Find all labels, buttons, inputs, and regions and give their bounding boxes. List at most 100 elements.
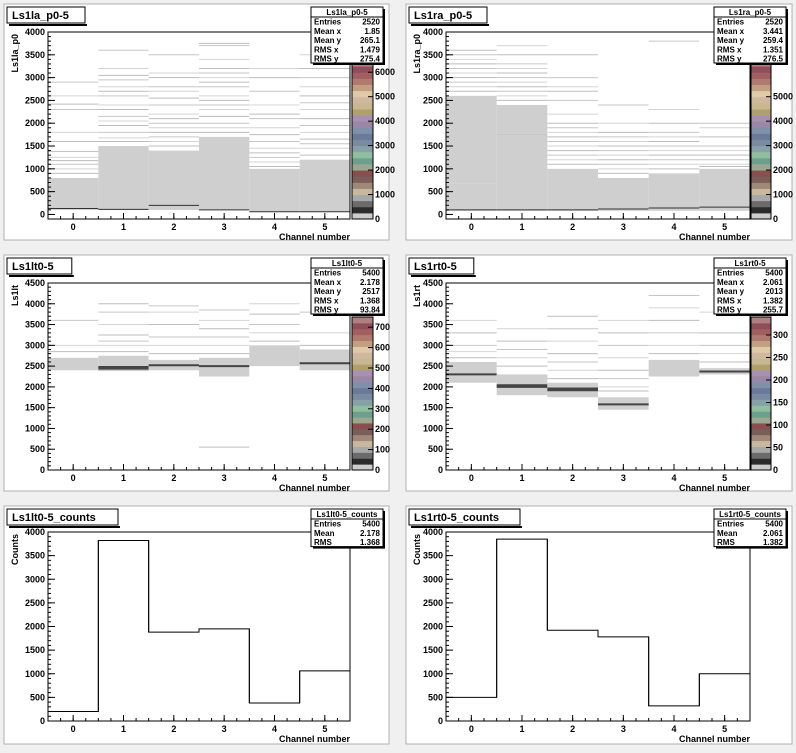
- x-tick-label: 2: [171, 473, 176, 483]
- title-box: [408, 257, 475, 275]
- stats-label: Mean x: [314, 27, 342, 36]
- z-tick-label: 0: [375, 214, 380, 224]
- color-bar-cell: [352, 340, 373, 347]
- y-tick-label: 2000: [423, 118, 443, 128]
- density-band: [299, 159, 350, 212]
- stats-value: 2.061: [763, 529, 784, 538]
- y-tick-label: 1500: [25, 645, 45, 655]
- y-tick-label: 0: [438, 209, 443, 219]
- x-tick-label: 1: [519, 724, 524, 734]
- z-tick-label: 2000: [375, 165, 395, 175]
- bin-column: [98, 49, 149, 210]
- bin-column: [598, 319, 649, 410]
- stats-label: RMS x: [717, 296, 742, 305]
- z-tick-label: 0: [375, 465, 380, 475]
- color-bar-cell: [751, 399, 771, 406]
- color-bar-cell: [751, 108, 771, 116]
- color-bar-cell: [751, 322, 771, 330]
- stats-value: 5400: [765, 269, 783, 278]
- z-tick-label: 600: [375, 343, 390, 353]
- stats-label: RMS: [314, 538, 332, 547]
- stats-value: 5400: [765, 520, 783, 529]
- color-bar-cell: [751, 405, 771, 412]
- color-bar-cell: [352, 417, 373, 424]
- color-bar-cell: [352, 115, 373, 122]
- color-bar-cell: [352, 163, 373, 171]
- density-band: [598, 177, 649, 211]
- stats-label: Entries: [314, 18, 342, 27]
- x-tick-label: 5: [322, 724, 327, 734]
- y-tick-label: 2000: [25, 622, 45, 632]
- y-tick-label: 3000: [423, 574, 443, 584]
- color-bar-cell: [352, 182, 373, 189]
- color-bar-cell: [751, 206, 771, 214]
- z-tick-label: 100: [773, 420, 788, 430]
- bin-column: [496, 328, 548, 396]
- z-tick-label: 50: [773, 443, 783, 453]
- x-tick-label: 2: [570, 724, 575, 734]
- color-bar-cell: [751, 212, 771, 220]
- color-bar-frame: [351, 316, 374, 471]
- color-bar-cell: [751, 334, 771, 342]
- color-bar-cell: [352, 66, 373, 73]
- color-bar-cell: [751, 188, 771, 196]
- y-tick-label: 4000: [423, 527, 443, 537]
- chart-title: Ls1rt0-5_counts: [414, 512, 499, 524]
- color-bar-cell: [751, 139, 771, 147]
- color-bar-cell: [352, 375, 373, 383]
- color-bar-cell: [751, 352, 771, 359]
- color-bar-cell: [751, 458, 771, 465]
- y-axis-label: Counts: [10, 534, 20, 565]
- y-tick-label: 4000: [423, 27, 443, 37]
- bin-column: [98, 303, 149, 372]
- title-box: [6, 508, 119, 526]
- stats-label: Mean x: [717, 278, 745, 287]
- color-bar-cell: [751, 96, 771, 104]
- z-tick-label: 400: [375, 383, 390, 393]
- stats-value: 3.441: [763, 27, 784, 36]
- density-band: [699, 168, 750, 211]
- z-tick-label: 3000: [773, 141, 793, 151]
- stats-value: 1.382: [763, 538, 784, 547]
- stats-box: [713, 257, 787, 315]
- stats-value: 2520: [362, 18, 380, 27]
- color-bar-cell: [352, 346, 373, 353]
- color-bar-cell: [751, 340, 771, 347]
- y-tick-label: 500: [428, 444, 443, 454]
- density-band: [199, 357, 250, 377]
- title-box: [6, 6, 86, 24]
- y-tick-label: 3500: [423, 551, 443, 561]
- color-bar-cell: [352, 206, 373, 214]
- x-tick-label: 4: [272, 724, 277, 734]
- color-bar-cell: [352, 127, 373, 134]
- stats-label: Mean y: [717, 36, 745, 45]
- stats-value: 2013: [765, 287, 783, 296]
- y-tick-label: 2000: [25, 118, 45, 128]
- x-tick-label: 3: [222, 222, 227, 232]
- y-tick-label: 2000: [423, 382, 443, 392]
- density-band: [249, 345, 300, 367]
- y-tick-label: 2500: [423, 95, 443, 105]
- stats-value: 93.84: [360, 306, 381, 315]
- color-bar-cell: [352, 434, 373, 442]
- x-tick-label: 3: [621, 222, 626, 232]
- y-axis-label: Ls1lt: [10, 285, 20, 306]
- color-bar-cell: [751, 428, 771, 436]
- x-axis-label: Channel number: [279, 734, 351, 744]
- color-bar-cell: [352, 317, 373, 324]
- bin-column: [249, 303, 300, 367]
- bin-column: [547, 315, 598, 398]
- stats-box: [713, 508, 787, 548]
- y-tick-label: 3500: [25, 50, 45, 60]
- bin-column: [299, 311, 350, 371]
- color-bar-cell: [751, 328, 771, 336]
- bin-column: [249, 67, 300, 213]
- color-bar-cell: [352, 352, 373, 359]
- y-tick-label: 0: [40, 209, 45, 219]
- color-bar-frame: [750, 316, 772, 471]
- z-tick-label: 5000: [375, 92, 395, 102]
- color-bar-cell: [751, 317, 771, 324]
- z-tick-label: 1000: [773, 190, 793, 200]
- y-tick-label: 3500: [423, 50, 443, 60]
- color-bar-cell: [352, 139, 373, 147]
